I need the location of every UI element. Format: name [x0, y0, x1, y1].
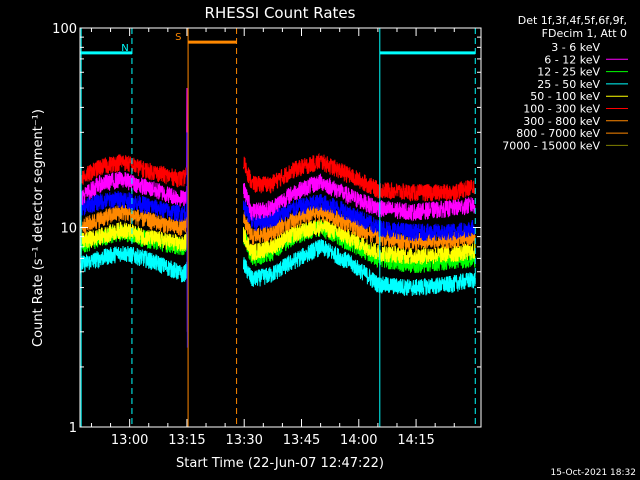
x-tick-label: 13:45 — [283, 433, 320, 448]
x-tick-label: 13:00 — [111, 433, 148, 448]
x-axis-label: Start Time (22-Jun-07 12:47:22) — [176, 456, 384, 471]
flag-label: S — [175, 32, 181, 43]
y-tick-label: 10 — [60, 222, 77, 237]
legend-label: 6 - 12 keV — [544, 53, 600, 66]
series-line-pre — [80, 245, 189, 283]
series-line-pre — [80, 204, 189, 237]
series-line-pre — [80, 154, 189, 188]
series-line-post — [243, 204, 476, 251]
legend-label: 100 - 300 keV — [523, 103, 600, 116]
chart-title: RHESSI Count Rates — [205, 4, 356, 22]
legend-label: 7000 - 15000 keV — [502, 139, 600, 152]
x-tick-label: 14:00 — [340, 433, 377, 448]
footer-timestamp: 15-Oct-2021 18:32 — [551, 468, 636, 478]
y-tick-label: 1 — [69, 421, 77, 436]
series-line-post — [243, 173, 476, 222]
legend-label: 25 - 50 keV — [537, 78, 600, 91]
y-axis: 1 10 100 — [52, 22, 481, 436]
series-line-post — [243, 218, 476, 266]
y-axis-label: Count Rate (s⁻¹ detector segment⁻¹) — [31, 109, 46, 347]
x-tick-label: 13:30 — [225, 433, 262, 448]
legend: Det 1f,3f,4f,5f,6f,9f,FDecim 1, Att 03 -… — [502, 14, 628, 152]
x-axis: 13:00 13:15 13:30 13:45 14:00 14:15 — [90, 28, 455, 448]
legend-header: Det 1f,3f,4f,5f,6f,9f, — [518, 14, 627, 27]
flag-label: N — [121, 43, 128, 54]
x-tick-label: 13:15 — [168, 433, 205, 448]
legend-label: 3 - 6 keV — [551, 41, 600, 54]
legend-label: 800 - 7000 keV — [516, 127, 600, 140]
series-line-pre — [80, 221, 189, 252]
plot-area: NS — [80, 28, 476, 427]
series-line-pre — [80, 171, 189, 208]
legend-header: FDecim 1, Att 0 — [542, 27, 627, 40]
y-tick-label: 100 — [52, 22, 77, 37]
x-tick-label: 14:15 — [397, 433, 434, 448]
series-line-pre — [80, 224, 189, 256]
series-line-post — [243, 238, 476, 297]
legend-label: 300 - 800 keV — [523, 115, 600, 128]
series-line-post — [243, 193, 476, 242]
series-line-post — [243, 152, 476, 202]
series-line-post — [243, 244, 476, 335]
legend-label: 12 - 25 keV — [537, 66, 600, 79]
series-line-pre — [80, 191, 189, 222]
legend-label: 50 - 100 keV — [530, 90, 600, 103]
